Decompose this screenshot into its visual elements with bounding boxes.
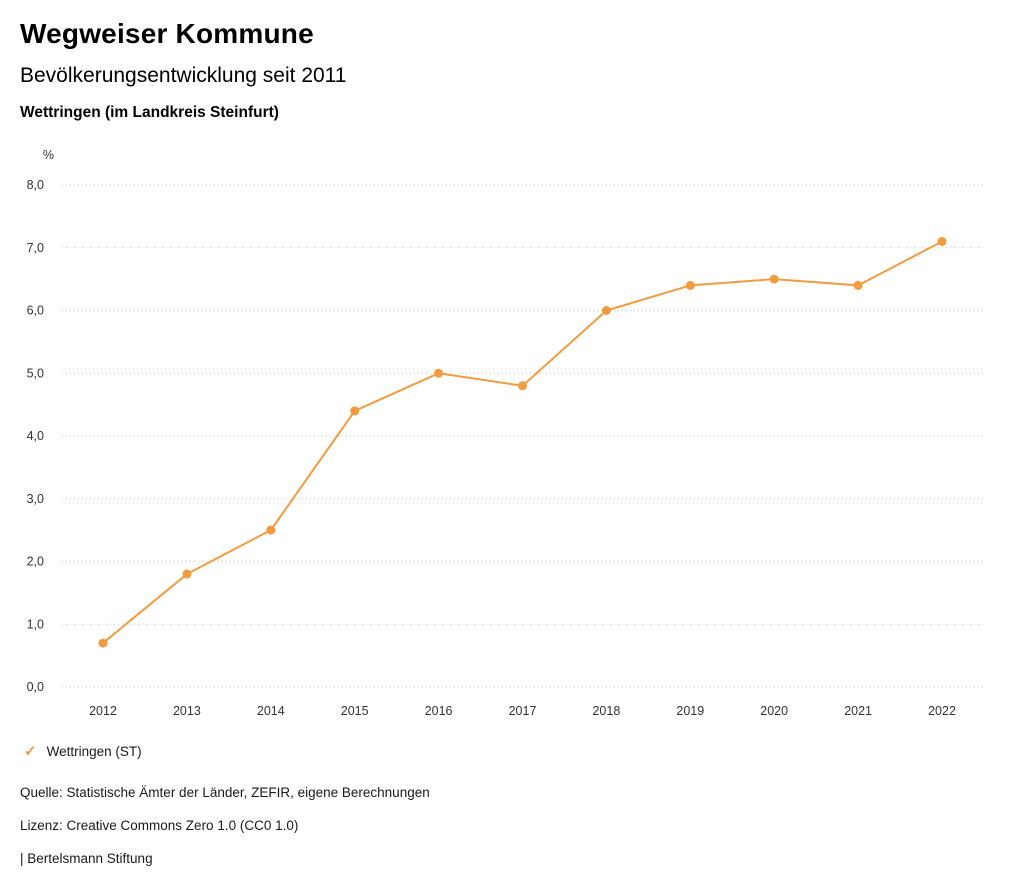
app-title: Wegweiser Kommune: [20, 18, 314, 49]
legend-label: Wettringen (ST): [46, 744, 142, 759]
svg-text:8,0: 8,0: [27, 178, 44, 192]
svg-text:2019: 2019: [676, 704, 704, 718]
svg-text:%: %: [43, 148, 54, 162]
svg-text:2021: 2021: [844, 704, 872, 718]
svg-text:2022: 2022: [928, 704, 956, 718]
svg-text:1,0: 1,0: [27, 617, 44, 631]
svg-text:2020: 2020: [760, 704, 788, 718]
svg-text:2015: 2015: [341, 704, 369, 718]
svg-text:2018: 2018: [592, 704, 620, 718]
license-text: Lizenz: Creative Commons Zero 1.0 (CC0 1…: [20, 818, 299, 833]
svg-text:0,0: 0,0: [27, 680, 44, 694]
chart-title: Bevölkerungsentwicklung seit 2011: [20, 64, 347, 87]
check-icon: ✓: [24, 743, 37, 760]
svg-text:2,0: 2,0: [27, 555, 44, 569]
svg-text:2016: 2016: [425, 704, 453, 718]
chart-region-subtitle: Wettringen (im Landkreis Steinfurt): [20, 104, 279, 121]
attribution-text: | Bertelsmann Stiftung: [20, 851, 153, 866]
svg-text:2013: 2013: [173, 704, 201, 718]
svg-text:2017: 2017: [509, 704, 537, 718]
population-line-chart[interactable]: 0,0 1,0 2,0 3,0 4,0 5,0 6,0 7,0 8,0% 2012 2013 2014…: [0, 140, 1024, 740]
svg-text:2014: 2014: [257, 704, 285, 718]
svg-text:3,0: 3,0: [27, 492, 44, 506]
footer: Quelle: Statistische Ämter der Länder, Z…: [20, 785, 430, 884]
source-text: Quelle: Statistische Ämter der Länder, Z…: [20, 785, 430, 800]
svg-text:4,0: 4,0: [27, 429, 44, 443]
legend-item-wettringen[interactable]: ✓ Wettringen (ST): [24, 744, 142, 759]
svg-text:2012: 2012: [89, 704, 117, 718]
svg-text:7,0: 7,0: [27, 241, 44, 255]
svg-text:5,0: 5,0: [27, 366, 44, 380]
svg-text:6,0: 6,0: [27, 304, 44, 318]
